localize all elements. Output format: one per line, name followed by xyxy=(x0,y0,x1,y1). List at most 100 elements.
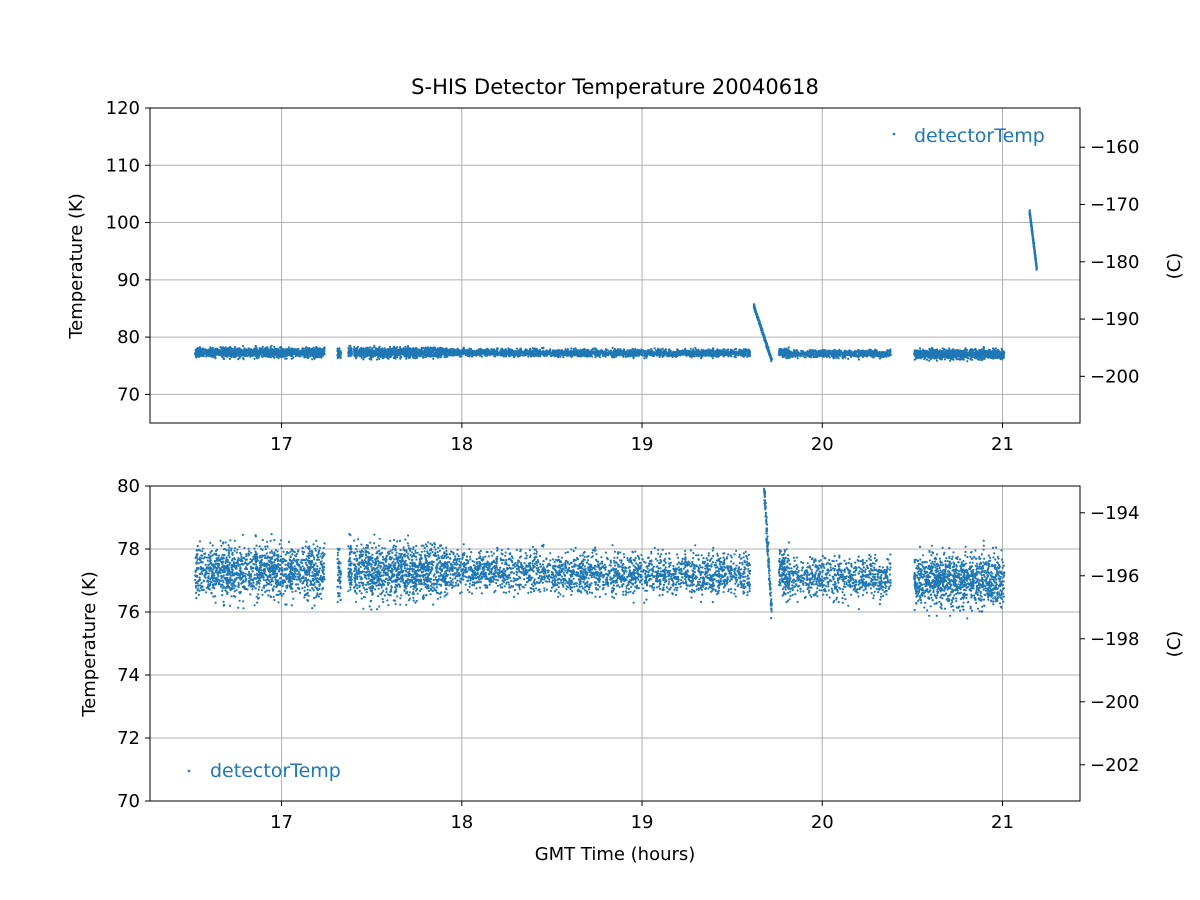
data-point xyxy=(198,346,202,349)
data-point xyxy=(321,351,325,354)
data-point xyxy=(321,354,324,357)
data-point xyxy=(705,351,708,354)
data-point xyxy=(604,348,608,351)
data-point xyxy=(488,353,491,357)
chart-title: S-HIS Detector Temperature 20040618 xyxy=(411,75,819,99)
data-point xyxy=(277,357,280,360)
data-point xyxy=(651,351,655,354)
data-point xyxy=(651,354,654,357)
data-point xyxy=(414,357,417,360)
data-point xyxy=(420,353,423,356)
data-point xyxy=(412,353,415,356)
data-point xyxy=(546,352,549,355)
data-point xyxy=(266,353,269,356)
data-point xyxy=(273,345,276,348)
data-point xyxy=(515,347,519,350)
data-point xyxy=(612,349,616,352)
data-point xyxy=(559,352,562,355)
data-point xyxy=(250,349,254,352)
data-point xyxy=(221,348,224,351)
data-point xyxy=(701,353,704,356)
data-point xyxy=(437,355,440,358)
data-point xyxy=(601,352,604,355)
data-point xyxy=(228,357,231,360)
data-point xyxy=(436,348,439,351)
data-point xyxy=(336,349,339,352)
data-point xyxy=(404,345,407,348)
data-point xyxy=(301,350,304,353)
data-point xyxy=(389,347,392,350)
data-point xyxy=(225,349,228,352)
data-point xyxy=(578,353,581,356)
data-point xyxy=(237,358,240,361)
data-point xyxy=(365,352,368,355)
data-point xyxy=(658,348,662,352)
data-point xyxy=(385,354,388,357)
data-point xyxy=(381,347,384,350)
data-point xyxy=(312,350,315,353)
data-point xyxy=(400,355,403,359)
data-point xyxy=(454,349,457,352)
data-point xyxy=(572,351,575,354)
data-point xyxy=(431,346,434,349)
data-point xyxy=(746,349,749,352)
data-point xyxy=(539,348,542,351)
data-point xyxy=(231,354,234,357)
data-point xyxy=(360,349,364,352)
data-point xyxy=(498,351,501,354)
data-point xyxy=(298,352,301,355)
data-point xyxy=(641,349,644,352)
data-point xyxy=(289,352,292,355)
data-point xyxy=(673,352,677,355)
data-point xyxy=(622,350,625,353)
data-point xyxy=(644,351,647,354)
data-point xyxy=(588,351,591,354)
data-point xyxy=(480,355,483,358)
data-point xyxy=(418,348,421,351)
data-point xyxy=(554,351,557,354)
data-point xyxy=(532,353,535,356)
data-point xyxy=(265,348,268,351)
data-point xyxy=(574,350,577,353)
data-point xyxy=(433,354,436,358)
data-point xyxy=(606,354,610,357)
data-point xyxy=(378,357,381,361)
data-point xyxy=(565,350,568,354)
data-point xyxy=(748,350,752,353)
data-point xyxy=(391,352,394,355)
data-point xyxy=(632,350,635,353)
data-point xyxy=(323,353,326,356)
data-point xyxy=(484,354,487,357)
data-point xyxy=(207,350,210,354)
data-point xyxy=(241,350,244,353)
data-point xyxy=(222,357,225,360)
data-point xyxy=(522,354,526,357)
data-point xyxy=(309,350,312,353)
data-point xyxy=(369,356,372,360)
data-point xyxy=(668,348,671,351)
data-point xyxy=(676,352,679,355)
data-point xyxy=(637,354,641,357)
data-point xyxy=(389,353,392,356)
data-point xyxy=(481,352,484,355)
data-point xyxy=(268,351,271,354)
data-point xyxy=(241,344,245,348)
data-point xyxy=(199,349,202,353)
data-point xyxy=(639,350,642,353)
data-point xyxy=(683,350,686,353)
data-point xyxy=(313,353,316,356)
data-point xyxy=(206,354,209,357)
data-point xyxy=(437,352,440,355)
data-point xyxy=(397,350,400,353)
data-point xyxy=(266,346,269,349)
data-point xyxy=(730,349,733,352)
data-point xyxy=(620,352,623,356)
data-point xyxy=(309,355,312,358)
data-point xyxy=(229,349,232,353)
data-point xyxy=(500,349,504,352)
data-point xyxy=(194,351,197,354)
data-point xyxy=(549,348,552,351)
data-point xyxy=(322,347,325,350)
data-point xyxy=(614,355,618,358)
